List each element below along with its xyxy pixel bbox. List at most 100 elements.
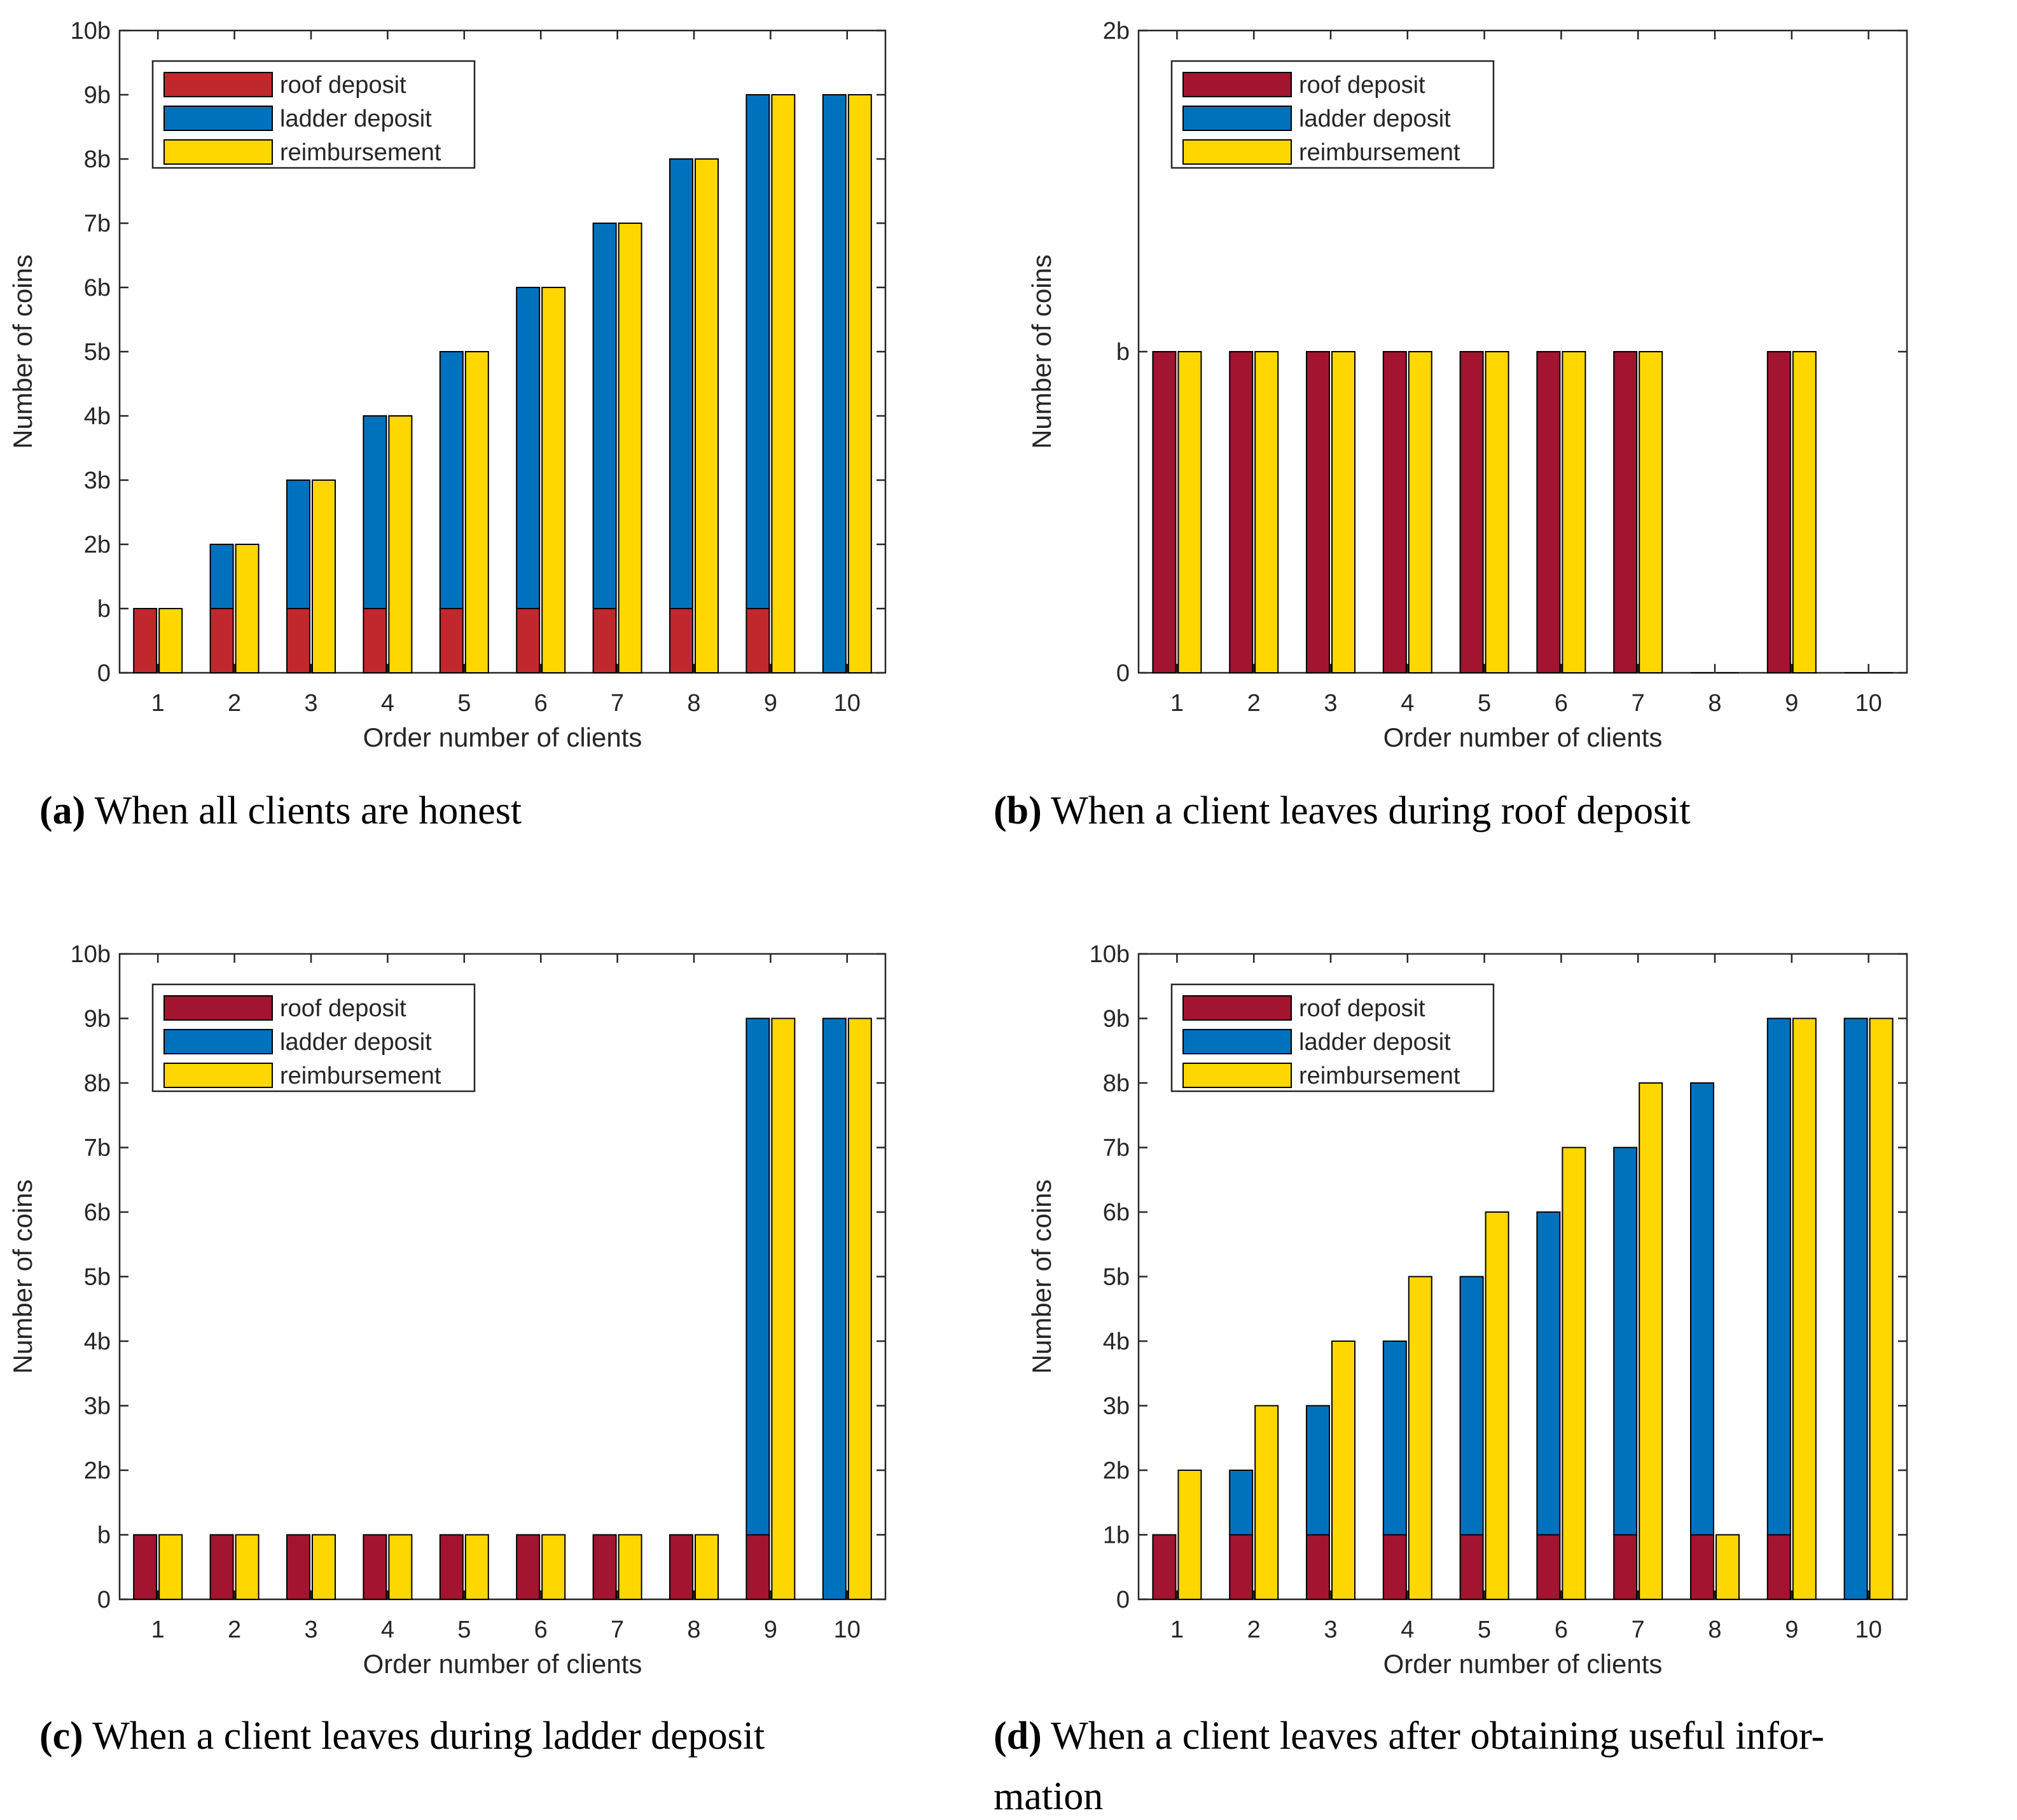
caption: (c) When a client leaves during ladder d… (39, 1714, 765, 1758)
x-tick-label: 7 (1632, 690, 1645, 717)
bar-reimbursement (1869, 1017, 1894, 1600)
bar-reimbursement (541, 1534, 566, 1600)
caption: (d) When a client leaves after obtaining… (994, 1714, 1824, 1758)
bar-ladder-deposit (822, 1017, 847, 1600)
caption-text: When a client leaves during roof deposit (1042, 789, 1691, 832)
bar-ladder-deposit (209, 544, 234, 609)
chart-panel-1: 0 b 2b 3b 4b 5b 6b 7b 8b 9b 10b 1 2 3 4 5 6 7 8 9 10 roof dep… (8, 18, 887, 832)
y-tick-label: 6b (1103, 1199, 1130, 1226)
legend-label: reimbursement (280, 1063, 441, 1089)
bar-ladder-deposit (1766, 1017, 1791, 1536)
legend-label: ladder deposit (280, 1029, 432, 1056)
bar-reimbursement (1562, 351, 1586, 673)
bar-reimbursement (388, 415, 413, 673)
bar-ladder-deposit (1536, 1211, 1561, 1536)
bar-ladder-deposit (1690, 1082, 1714, 1536)
bar-ladder-deposit (592, 223, 617, 609)
x-tick-label: 6 (1555, 690, 1568, 717)
bar-roof-deposit (1613, 351, 1638, 673)
legend-label: ladder deposit (280, 106, 432, 132)
bar-roof-deposit (1766, 1534, 1791, 1600)
bar-reimbursement (312, 479, 336, 673)
y-axis-label: Number of coins (8, 254, 38, 449)
bar-roof-deposit (286, 1534, 310, 1600)
legend-swatch (1182, 139, 1292, 165)
y-axis-label: Number of coins (1027, 1180, 1057, 1374)
x-tick-label: 1 (151, 690, 165, 717)
y-tick-label: 2b (84, 532, 111, 558)
bar-roof-deposit (669, 1534, 693, 1600)
bar-roof-deposit (1152, 351, 1177, 673)
bar-reimbursement (771, 1017, 796, 1600)
y-tick-label: 3b (84, 467, 111, 494)
legend-label: roof deposit (1299, 995, 1425, 1022)
x-tick-label: 9 (1785, 1617, 1798, 1643)
caption-letter: (c) (39, 1714, 83, 1758)
x-tick-label: 3 (1324, 1617, 1337, 1643)
bar-roof-deposit (1459, 1534, 1484, 1600)
y-tick-label: 10b (1090, 941, 1130, 968)
x-tick-label: 7 (1632, 1617, 1645, 1643)
chart-panel-4: 0 1b 2b 3b 4b 5b 6b 7b 8b 9b 10b 1 2 3 4 5 6 7 8 9 10 roof de… (994, 941, 1908, 1818)
bar-ladder-deposit (286, 479, 310, 609)
y-tick-label: 10b (71, 941, 111, 968)
y-tick-label: b (97, 1522, 111, 1549)
y-tick-label: 8b (1103, 1070, 1130, 1097)
y-tick-label: 6b (84, 1199, 111, 1226)
x-tick-label: 3 (1324, 690, 1337, 717)
y-tick-label: 6b (84, 275, 111, 301)
bar-reimbursement (1331, 1341, 1355, 1600)
bar-reimbursement (1177, 1470, 1202, 1600)
x-tick-label: 4 (381, 1617, 394, 1643)
caption-letter: (a) (39, 789, 85, 832)
y-tick-label: 9b (1103, 1006, 1130, 1033)
x-tick-label: 1 (151, 1617, 165, 1643)
caption: (b) When a client leaves during roof dep… (994, 789, 1691, 832)
bar-roof-deposit (1459, 351, 1484, 673)
x-tick-label: 4 (381, 690, 394, 717)
y-tick-label: 2b (1103, 18, 1130, 45)
legend-swatch (1182, 995, 1292, 1021)
legend-swatch (163, 1063, 273, 1088)
y-tick-label: 9b (84, 82, 111, 109)
caption-letter: (b) (994, 789, 1042, 832)
x-tick-label: 5 (1478, 1617, 1491, 1643)
bar-reimbursement (847, 1017, 872, 1600)
bar-roof-deposit (1152, 1534, 1177, 1600)
bar-reimbursement (1792, 1017, 1817, 1600)
x-tick-label: 6 (1555, 1617, 1568, 1643)
bar-reimbursement (1408, 1276, 1432, 1600)
x-tick-label: 2 (228, 690, 241, 717)
x-axis-label: Order number of clients (363, 722, 642, 752)
x-tick-label: 6 (534, 1617, 548, 1643)
x-tick-label: 10 (834, 690, 861, 717)
bar-reimbursement (158, 608, 183, 673)
x-tick-label: 4 (1401, 690, 1414, 717)
x-tick-label: 8 (687, 690, 700, 717)
bar-reimbursement (1485, 1211, 1509, 1600)
y-tick-label: 4b (1103, 1328, 1130, 1355)
legend-label: ladder deposit (1299, 1029, 1451, 1056)
y-tick-label: 8b (84, 1070, 111, 1097)
x-tick-label: 10 (1855, 690, 1882, 717)
y-tick-label: 3b (84, 1393, 111, 1420)
legend-swatch (1182, 106, 1292, 131)
bar-roof-deposit (133, 1534, 158, 1600)
bar-reimbursement (695, 1534, 719, 1600)
legend-swatch (1182, 72, 1292, 97)
x-tick-label: 8 (1708, 1617, 1721, 1643)
bar-reimbursement (312, 1534, 336, 1600)
bar-ladder-deposit (745, 1017, 770, 1536)
bar-roof-deposit (1536, 1534, 1561, 1600)
legend-label: ladder deposit (1299, 106, 1451, 132)
bar-roof-deposit (1306, 351, 1330, 673)
y-tick-label: 4b (84, 1328, 111, 1355)
y-tick-label: 8b (84, 146, 111, 173)
bar-ladder-deposit (669, 158, 693, 609)
bar-reimbursement (1639, 1082, 1663, 1600)
bar-roof-deposit (209, 1534, 234, 1600)
bar-reimbursement (1715, 1534, 1740, 1600)
legend: roof deposit ladder deposit reimbursement (1170, 60, 1495, 169)
bar-roof-deposit (1229, 1534, 1254, 1600)
